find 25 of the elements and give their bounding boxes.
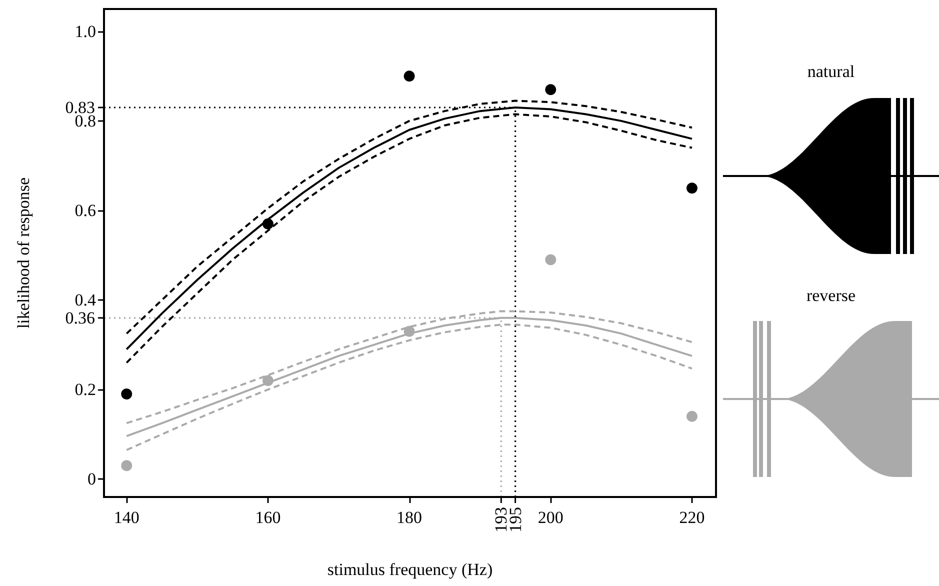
point (686, 182, 698, 194)
point (545, 254, 556, 266)
x-tick-label: 200 (538, 508, 564, 527)
point (404, 326, 415, 337)
ref-line-label: 0.36 (65, 308, 95, 328)
point (121, 388, 132, 400)
y-axis-title: likelihood of response (14, 177, 33, 329)
point (262, 218, 274, 230)
point (121, 460, 132, 472)
point (686, 410, 698, 422)
text: natural (806, 62, 856, 82)
y-tick-label: 0.2 (74, 380, 96, 400)
y-tick-label: 0.4 (74, 290, 96, 310)
point (545, 84, 556, 96)
y-tick-label: 0 (88, 470, 96, 489)
x-tick-label: 180 (396, 508, 422, 527)
point (262, 375, 274, 386)
point (404, 70, 415, 82)
x-tick-label: 160 (255, 508, 281, 527)
y-tick-label: 0.6 (74, 200, 96, 220)
x-axis-title: stimulus frequency (Hz) (327, 560, 493, 579)
y-tick-label: 1.0 (74, 22, 96, 41)
x-tick-label: 140 (114, 508, 140, 527)
x-tick-label: 220 (679, 508, 705, 527)
text: reverse (805, 286, 857, 306)
